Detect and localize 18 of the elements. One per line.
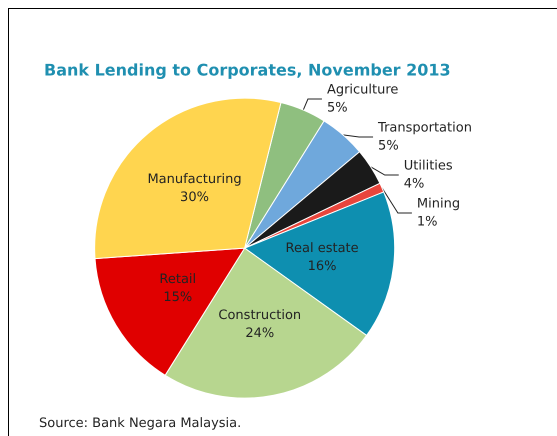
data-label: 5%	[326, 100, 348, 116]
slice-label: Retail	[159, 272, 196, 287]
data-label: 30%	[180, 190, 209, 205]
data-label: 24%	[245, 326, 274, 342]
slice-label: Real estate	[286, 240, 359, 256]
data-label: 4%	[404, 176, 424, 192]
slice-label: Transportation	[377, 120, 472, 136]
slice-label: Manufacturing	[147, 172, 242, 187]
slice-label: Construction	[218, 308, 302, 324]
slice-label: Mining	[416, 196, 460, 212]
data-label: 16%	[308, 258, 337, 274]
chart-title: Bank Lending to Corporates, November 2013	[44, 60, 451, 80]
data-label: 5%	[378, 138, 399, 154]
slice-label: Utilities	[404, 158, 453, 174]
source-note: Source: Bank Negara Malaysia.	[39, 416, 242, 431]
slice-label: Agriculture	[326, 82, 398, 98]
data-label: 1%	[416, 214, 438, 230]
data-label: 15%	[163, 290, 192, 305]
